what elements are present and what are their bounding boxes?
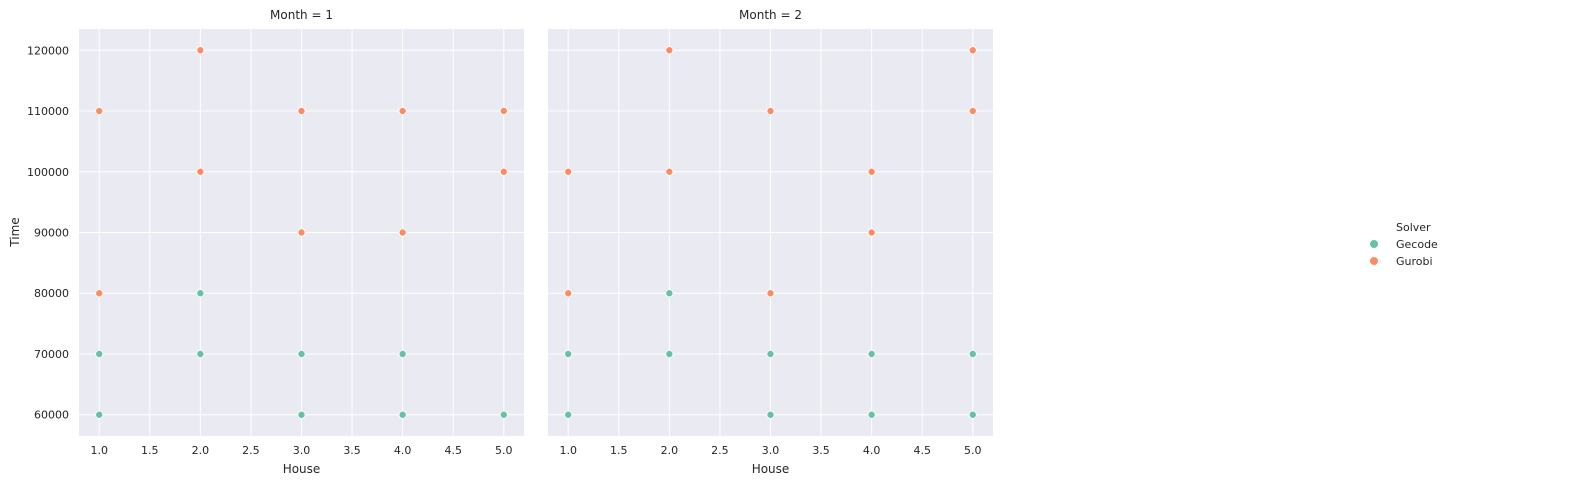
x-tick-label: 2.0: [661, 444, 679, 457]
x-tick-label: 2.0: [192, 444, 210, 457]
data-point-gecode: [665, 289, 674, 298]
x-axis-label: House: [283, 462, 321, 476]
data-point-gecode: [297, 410, 306, 419]
data-point-gurobi: [564, 167, 573, 176]
data-point-gurobi: [398, 228, 407, 237]
y-tick-label: 80000: [34, 287, 69, 300]
legend-label-gecode: Gecode: [1396, 238, 1438, 251]
data-point-gurobi: [499, 107, 508, 116]
legend-marker-gecode: [1370, 240, 1378, 248]
data-point-gecode: [867, 410, 876, 419]
data-point-gecode: [968, 410, 977, 419]
legend-title: Solver: [1396, 221, 1431, 234]
x-tick-label: 4.5: [913, 444, 931, 457]
panel-title: Month = 2: [739, 8, 802, 22]
data-point-gurobi: [95, 107, 104, 116]
x-tick-label: 4.0: [394, 444, 412, 457]
data-point-gurobi: [499, 167, 508, 176]
x-tick-label: 2.5: [242, 444, 260, 457]
x-tick-label: 4.0: [863, 444, 881, 457]
data-point-gecode: [665, 349, 674, 358]
panel-2: 1.0 1.5 2.0 2.5 3.0 3.5 4.0 4.5 5.0 House Month = …: [548, 8, 993, 476]
x-axis-label: House: [752, 462, 790, 476]
data-point-gecode: [95, 410, 104, 419]
x-tick-label: 5.0: [964, 444, 982, 457]
data-point-gecode: [398, 410, 407, 419]
data-point-gurobi: [196, 46, 205, 55]
x-tick-label: 3.0: [762, 444, 780, 457]
x-tick-label: 2.5: [711, 444, 729, 457]
data-point-gecode: [766, 349, 775, 358]
data-point-gurobi: [398, 107, 407, 116]
legend: Solver Gecode Gurobi: [1370, 221, 1438, 268]
data-point-gurobi: [665, 167, 674, 176]
data-point-gurobi: [297, 228, 306, 237]
data-point-gurobi: [968, 107, 977, 116]
data-point-gurobi: [665, 46, 674, 55]
data-point-gecode: [564, 349, 573, 358]
data-point-gurobi: [766, 107, 775, 116]
data-point-gecode: [867, 349, 876, 358]
data-point-gecode: [297, 349, 306, 358]
data-point-gurobi: [867, 228, 876, 237]
legend-label-gurobi: Gurobi: [1396, 255, 1433, 268]
x-tick-label: 3.0: [293, 444, 311, 457]
x-tick-label: 1.5: [141, 444, 159, 457]
data-point-gurobi: [95, 289, 104, 298]
data-point-gecode: [968, 349, 977, 358]
data-point-gurobi: [968, 46, 977, 55]
data-point-gecode: [766, 410, 775, 419]
data-point-gurobi: [564, 289, 573, 298]
x-tick-label: 3.5: [812, 444, 830, 457]
data-point-gecode: [196, 349, 205, 358]
y-tick-label: 70000: [34, 348, 69, 361]
y-tick-label: 60000: [34, 409, 69, 422]
y-tick-label: 100000: [27, 166, 69, 179]
y-axis-label: Time: [8, 217, 22, 247]
x-tick-label: 4.5: [444, 444, 462, 457]
y-tick-label: 120000: [27, 44, 69, 57]
x-tick-label: 1.5: [610, 444, 628, 457]
x-tick-label: 1.0: [90, 444, 108, 457]
panel-title: Month = 1: [270, 8, 333, 22]
data-point-gecode: [564, 410, 573, 419]
data-point-gurobi: [766, 289, 775, 298]
x-tick-label: 5.0: [495, 444, 513, 457]
data-point-gecode: [95, 349, 104, 358]
data-point-gurobi: [196, 167, 205, 176]
data-point-gecode: [499, 410, 508, 419]
data-point-gurobi: [297, 107, 306, 116]
data-point-gecode: [196, 289, 205, 298]
data-point-gurobi: [867, 167, 876, 176]
data-point-gecode: [398, 349, 407, 358]
legend-marker-gurobi: [1370, 257, 1378, 265]
x-tick-label: 1.0: [559, 444, 577, 457]
y-tick-label: 110000: [27, 105, 69, 118]
x-tick-label: 3.5: [343, 444, 361, 457]
panel-1: 1.0 1.5 2.0 2.5 3.0 3.5 4.0 4.5 5.0 60000 70000 800…: [27, 8, 524, 476]
y-tick-label: 90000: [34, 227, 69, 240]
